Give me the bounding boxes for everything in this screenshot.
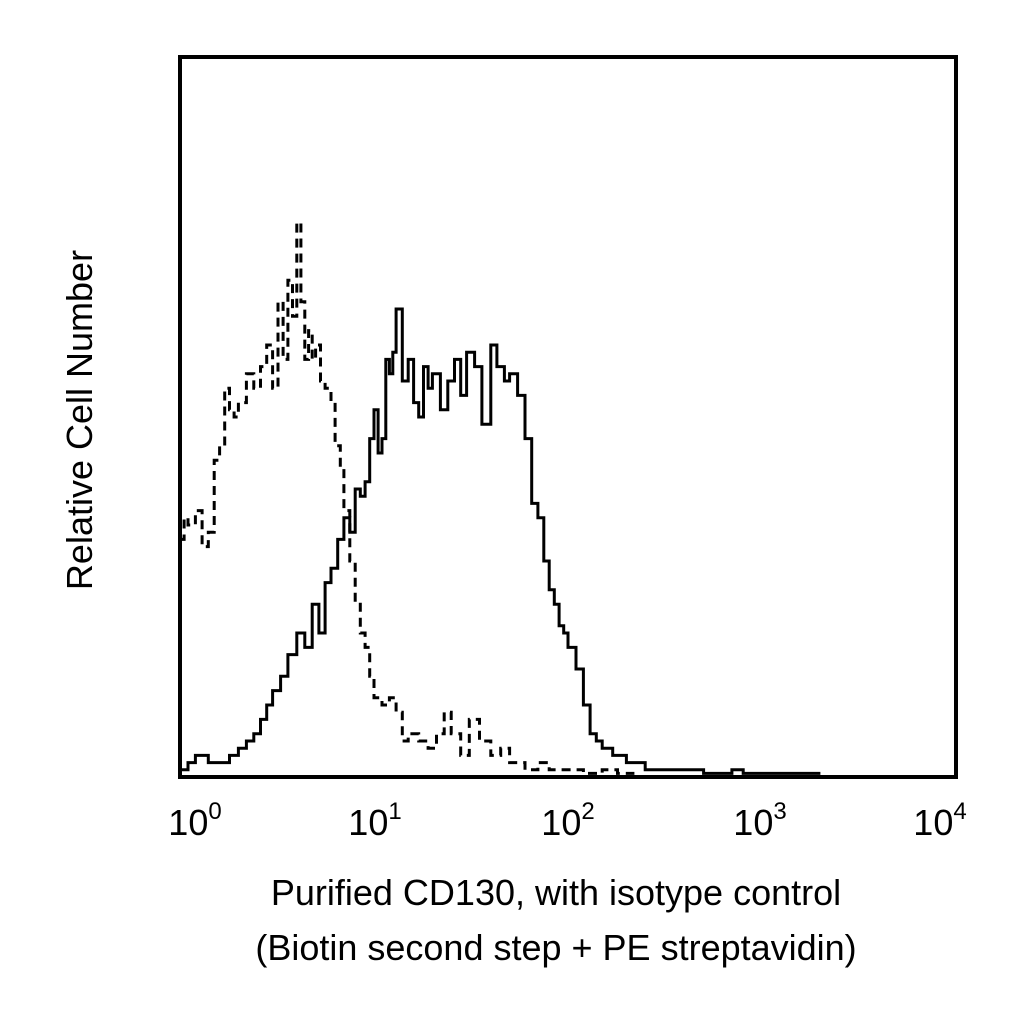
series-0-dashed-line xyxy=(180,221,635,775)
y-axis-title: Relative Cell Number xyxy=(59,250,100,590)
x-tick-labels: 100 101 102 103 104 xyxy=(168,798,966,843)
x-tick-label-4: 104 xyxy=(913,798,966,843)
x-tick-label-2: 102 xyxy=(541,798,594,843)
x-axis-title: Purified CD130, with isotype control xyxy=(271,872,841,913)
x-axis-title-line2: (Biotin second step + PE streptavidin) xyxy=(255,927,856,968)
plot-frame xyxy=(178,55,958,779)
x-tick-label-0: 100 xyxy=(168,798,221,843)
series-layer xyxy=(180,221,821,775)
series-1-solid-line xyxy=(180,307,821,775)
x-tick-label-3: 103 xyxy=(733,798,786,843)
x-tick-label-1: 101 xyxy=(348,798,401,843)
